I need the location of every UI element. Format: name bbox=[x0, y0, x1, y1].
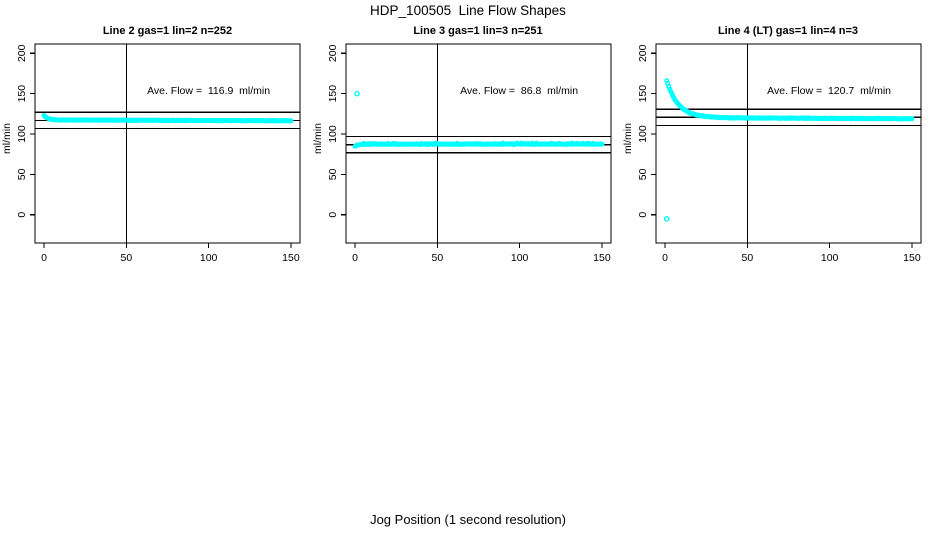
svg-text:100: 100 bbox=[16, 125, 28, 143]
panel-2-title: Line 3 gas=1 lin=3 n=251 bbox=[413, 25, 543, 37]
panel-2-ave-flow-annotation: Ave. Flow = 86.8 ml/min bbox=[460, 85, 579, 97]
svg-text:200: 200 bbox=[637, 44, 649, 62]
y-axis: 0 50 100 150 200 bbox=[16, 44, 35, 218]
svg-text:50: 50 bbox=[637, 168, 649, 180]
svg-text:100: 100 bbox=[637, 125, 649, 143]
svg-text:50: 50 bbox=[16, 168, 28, 180]
svg-text:0: 0 bbox=[327, 212, 339, 218]
panel-3-title: Line 4 (LT) gas=1 lin=4 n=3 bbox=[717, 25, 859, 37]
plot-box bbox=[344, 43, 612, 244]
svg-text:ml/min: ml/min bbox=[622, 123, 634, 154]
svg-text:200: 200 bbox=[16, 44, 28, 62]
svg-text:0: 0 bbox=[352, 252, 358, 264]
plot-box bbox=[34, 43, 301, 244]
svg-text:150: 150 bbox=[282, 252, 300, 264]
plot-box bbox=[654, 43, 922, 244]
svg-text:ml/min: ml/min bbox=[1, 123, 13, 154]
svg-text:50: 50 bbox=[431, 252, 443, 264]
data-points bbox=[41, 112, 294, 124]
svg-text:150: 150 bbox=[16, 85, 28, 103]
reference-lines bbox=[35, 44, 300, 243]
x-axis: 0 50 100 150 bbox=[352, 243, 611, 264]
svg-text:100: 100 bbox=[327, 125, 339, 143]
x-axis-label: Jog Position (1 second resolution) bbox=[370, 512, 566, 527]
svg-text:0: 0 bbox=[637, 212, 649, 218]
y-axis-title: ml/min bbox=[312, 123, 324, 154]
panel-2-plot: 0 50 100 150 0 50 100 150 200 ml/min bbox=[312, 43, 612, 264]
svg-text:150: 150 bbox=[593, 252, 611, 264]
reference-lines bbox=[655, 44, 921, 243]
svg-text:0: 0 bbox=[16, 212, 28, 218]
svg-text:0: 0 bbox=[662, 252, 668, 264]
svg-text:50: 50 bbox=[121, 252, 133, 264]
svg-text:150: 150 bbox=[903, 252, 921, 264]
svg-text:200: 200 bbox=[327, 44, 339, 62]
panel-3-plot: 0 50 100 150 0 50 100 150 200 ml/min bbox=[622, 43, 922, 264]
svg-text:100: 100 bbox=[510, 252, 528, 264]
panel-1-plot: 0 50 100 150 0 50 100 150 200 ml/min bbox=[1, 43, 301, 264]
svg-text:50: 50 bbox=[327, 168, 339, 180]
x-axis: 0 50 100 150 bbox=[662, 243, 921, 264]
data-points bbox=[352, 90, 604, 149]
svg-text:0: 0 bbox=[41, 252, 47, 264]
data-points bbox=[663, 78, 914, 222]
y-axis-title: ml/min bbox=[1, 123, 13, 154]
panel-3-ave-flow-annotation: Ave. Flow = 120.7 ml/min bbox=[767, 85, 891, 97]
svg-text:50: 50 bbox=[741, 252, 753, 264]
y-axis: 0 50 100 150 200 bbox=[327, 44, 346, 218]
panel-1-ave-flow-annotation: Ave. Flow = 116.9 ml/min bbox=[147, 85, 271, 97]
figure-title: HDP_100505 Line Flow Shapes bbox=[370, 3, 566, 18]
svg-text:150: 150 bbox=[327, 85, 339, 103]
y-axis: 0 50 100 150 200 bbox=[637, 44, 656, 218]
svg-text:150: 150 bbox=[637, 85, 649, 103]
y-axis-title: ml/min bbox=[622, 123, 634, 154]
svg-text:ml/min: ml/min bbox=[312, 123, 324, 154]
svg-text:100: 100 bbox=[820, 252, 838, 264]
x-axis: 0 50 100 150 bbox=[41, 243, 300, 264]
svg-text:100: 100 bbox=[200, 252, 218, 264]
panel-1-title: Line 2 gas=1 lin=2 n=252 bbox=[102, 25, 233, 37]
